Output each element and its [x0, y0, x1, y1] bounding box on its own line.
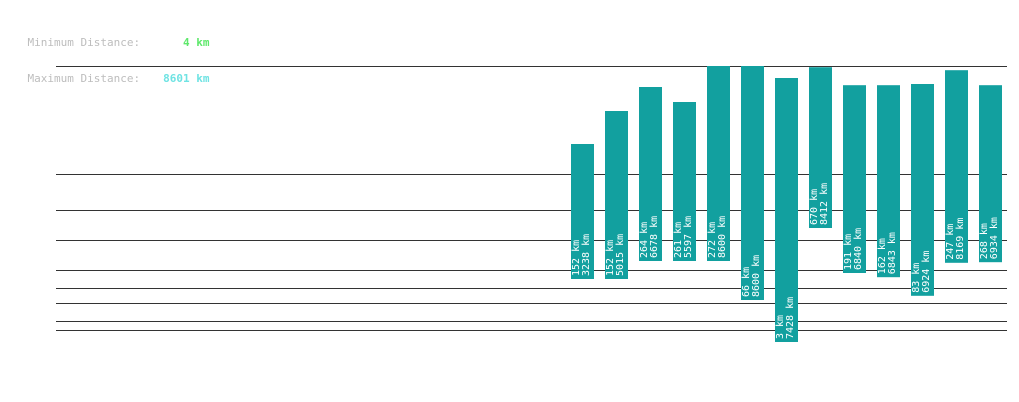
bar-0	[571, 144, 594, 279]
minimum-distance-value: 4 km	[183, 36, 210, 49]
maximum-distance-row: Maximum Distance: 8601 km	[1, 61, 210, 97]
bar-8	[843, 85, 866, 273]
bar-11	[945, 70, 968, 263]
bar-label-min-2: 264 km	[639, 222, 650, 258]
bar-group-11: 247 km 8169 km	[945, 70, 968, 263]
bar-label-min-12: 268 km	[979, 223, 990, 259]
bar-label-max-8: 6840 km	[853, 228, 864, 270]
bar-group-10: 83 km 6924 km	[911, 84, 934, 296]
bar-label-max-7: 8412 km	[819, 183, 830, 225]
bar-label-min-8: 191 km	[843, 234, 854, 270]
bar-9	[877, 85, 900, 278]
bar-label-min-4: 272 km	[707, 222, 718, 258]
bar-4	[707, 66, 730, 261]
bar-group-8: 191 km 6840 km	[843, 85, 866, 273]
minimum-distance-row: Minimum Distance: 4 km	[1, 25, 210, 61]
bar-label-max-10: 6924 km	[921, 251, 932, 293]
bar-6	[775, 78, 798, 342]
bar-label-max-6: 7428 km	[785, 297, 796, 339]
bar-label-max-5: 8600 km	[751, 255, 762, 297]
bar-label-max-3: 5597 km	[683, 216, 694, 258]
maximum-distance-label: Maximum Distance:	[27, 72, 141, 85]
maximum-distance-value: 8601 km	[163, 72, 210, 85]
bar-label-min-3: 261 km	[673, 222, 684, 258]
bar-group-7: 670 km 8412 km	[809, 67, 832, 228]
bar-label-min-5: 66 km	[741, 267, 752, 297]
minimum-distance-label: Minimum Distance:	[27, 36, 141, 49]
bar-label-max-0: 3238 km	[581, 234, 592, 276]
bar-group-3: 261 km 5597 km	[673, 102, 696, 261]
bar-label-min-6: 3 km	[775, 315, 786, 339]
bar-1	[605, 111, 628, 279]
bar-3	[673, 102, 696, 261]
bar-group-9: 162 km 6843 km	[877, 85, 900, 278]
bar-group-4: 272 km 8600 km	[707, 66, 730, 261]
bar-label-max-9: 6843 km	[887, 232, 898, 274]
bar-group-5: 66 km 8600 km	[741, 66, 764, 300]
bar-2	[639, 87, 662, 261]
bar-label-min-11: 247 km	[945, 224, 956, 260]
bar-group-12: 268 km 6934 km	[979, 85, 1002, 263]
bar-label-min-9: 162 km	[877, 238, 888, 274]
bar-label-min-1: 152 km	[605, 240, 616, 276]
bar-12	[979, 85, 1002, 263]
bar-10	[911, 84, 934, 296]
bar-label-min-7: 670 km	[809, 189, 820, 225]
bar-group-6: 3 km 7428 km	[775, 78, 798, 342]
bar-group-0: 152 km 3238 km	[571, 144, 594, 279]
bar-7	[809, 67, 832, 228]
bar-group-1: 152 km 5015 km	[605, 111, 628, 279]
bar-group-2: 264 km 6678 km	[639, 87, 662, 261]
bar-label-max-11: 8169 km	[955, 218, 966, 260]
bar-label-min-10: 83 km	[911, 263, 922, 293]
bar-label-max-1: 5015 km	[615, 234, 626, 276]
bar-label-max-2: 6678 km	[649, 216, 660, 258]
bar-label-max-12: 6934 km	[989, 217, 1000, 259]
bar-label-min-0: 152 km	[571, 240, 582, 276]
bar-5	[741, 66, 764, 300]
distance-stats: Minimum Distance: 4 km Maximum Distance: 8…	[1, 25, 210, 97]
bar-label-max-4: 8600 km	[717, 216, 728, 258]
